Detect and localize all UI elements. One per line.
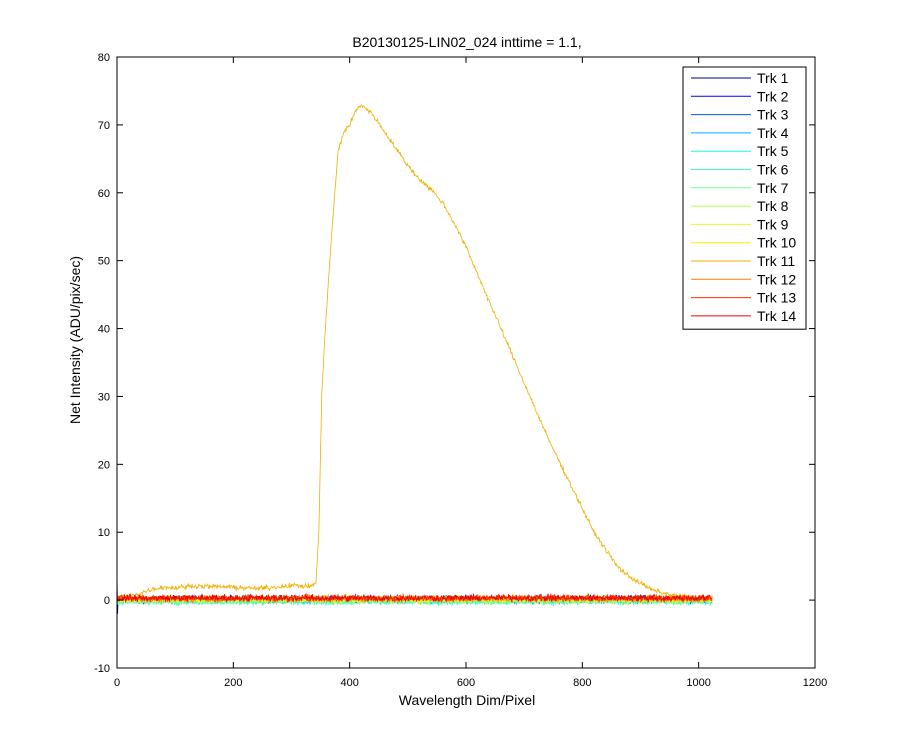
y-tick-label: -10 <box>94 663 110 675</box>
series-line-trk-14 <box>116 592 713 604</box>
y-tick-label: 80 <box>98 52 110 64</box>
legend-entry-label: Trk 5 <box>757 143 789 159</box>
legend-box <box>682 66 807 330</box>
plot-area <box>116 104 713 614</box>
legend-entry-label: Trk 7 <box>757 180 789 196</box>
x-tick-label: 1200 <box>803 677 827 689</box>
legend-entry-label: Trk 8 <box>757 198 789 214</box>
legend-entry-label: Trk 11 <box>757 253 795 269</box>
legend-entry-label: Trk 14 <box>757 308 796 324</box>
y-tick-label: 50 <box>98 256 110 268</box>
x-tick-label: 0 <box>114 677 120 689</box>
x-tick-label: 800 <box>573 677 591 689</box>
legend-entry-label: Trk 10 <box>757 235 796 251</box>
series-line-trk-1 <box>116 572 713 614</box>
y-tick-label: 40 <box>98 324 110 336</box>
x-tick-label: 600 <box>457 677 475 689</box>
chart-title: B20130125-LIN02_024 inttime = 1.1, <box>352 34 581 50</box>
y-tick-label: 0 <box>104 595 110 607</box>
y-tick-label: 10 <box>98 527 110 539</box>
legend-entry-label: Trk 12 <box>757 271 796 287</box>
x-tick-label: 200 <box>224 677 242 689</box>
legend-entry-label: Trk 6 <box>757 162 789 178</box>
legend-entry-label: Trk 1 <box>757 70 789 86</box>
y-tick-label: 20 <box>98 459 110 471</box>
series-line-trk-11 <box>116 104 713 602</box>
y-axis-label: Net Intensity (ADU/pix/sec) <box>67 256 83 424</box>
x-tick-label: 400 <box>340 677 358 689</box>
x-tick-label: 1000 <box>686 677 710 689</box>
legend-entry-label: Trk 3 <box>757 107 789 123</box>
legend: Trk 1 Trk 2 Trk 3 Trk 4 Trk 5 Trk 6 Trk 7 Trk 8… <box>682 66 807 330</box>
legend-entry-label: Trk 4 <box>757 125 789 141</box>
y-tick-label: 30 <box>98 391 110 403</box>
legend-entry-label: Trk 2 <box>757 88 789 104</box>
legend-entry-label: Trk 9 <box>757 216 789 232</box>
legend-entry-label: Trk 13 <box>757 290 796 306</box>
y-tick-label: 60 <box>98 188 110 200</box>
axes: 0 200 400 600 800 1000 1200 -10 0 10 20 30 40 50 60 70 8… <box>94 52 827 689</box>
y-tick-label: 70 <box>98 120 110 132</box>
x-axis-label: Wavelength Dim/Pixel <box>399 692 535 708</box>
